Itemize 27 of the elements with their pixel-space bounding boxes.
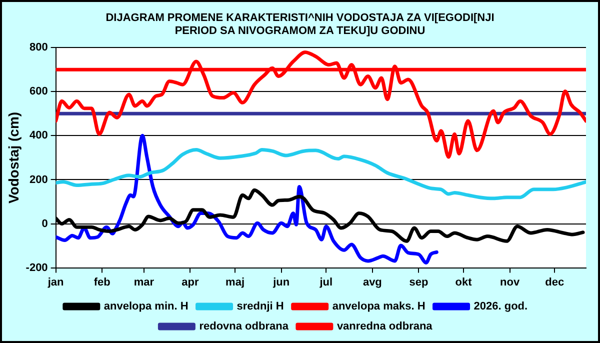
legend-label: redovna odbrana — [199, 320, 290, 333]
legend-label: vanredna odbrana — [336, 320, 434, 333]
legend-label: anvelopa min. H — [104, 300, 188, 313]
y-tick-label: -200 — [26, 262, 48, 274]
y-axis-title: Vodostaj (cm) — [5, 112, 22, 204]
x-tick-label: mar — [134, 276, 155, 288]
y-tick-label: 600 — [29, 86, 48, 98]
x-tick-label: dec — [545, 276, 564, 288]
y-tick-label: 200 — [29, 174, 48, 186]
legend-label: srednji H — [236, 300, 284, 313]
x-tick-label: jan — [46, 276, 64, 288]
x-tick-label: jul — [318, 276, 333, 288]
legend-label: 2026. god. — [474, 300, 528, 313]
x-tick-label: avg — [362, 276, 382, 288]
x-tick-label: jun — [272, 276, 290, 288]
y-tick-label: 800 — [29, 42, 48, 54]
line-series — [56, 134, 438, 264]
x-tick-label: maj — [226, 276, 245, 288]
y-tick-label: 0 — [42, 218, 48, 230]
x-tick-label: okt — [455, 276, 472, 288]
x-tick-label: feb — [94, 276, 111, 288]
x-tick-label: nov — [500, 276, 520, 288]
y-tick-label: 400 — [29, 130, 48, 142]
x-tick-label: sep — [409, 276, 428, 288]
chart-title: DIJAGRAM PROMENE KARAKTERISTI^NIH VODOSTAJA ZA VI[EGODI[NJI PERIOD SA NIVOGRAMOM ZA TEKU]U GODINU — [104, 11, 496, 38]
legend-label: anvelopa maks. H — [332, 300, 426, 313]
x-tick-label: apr — [182, 276, 200, 288]
